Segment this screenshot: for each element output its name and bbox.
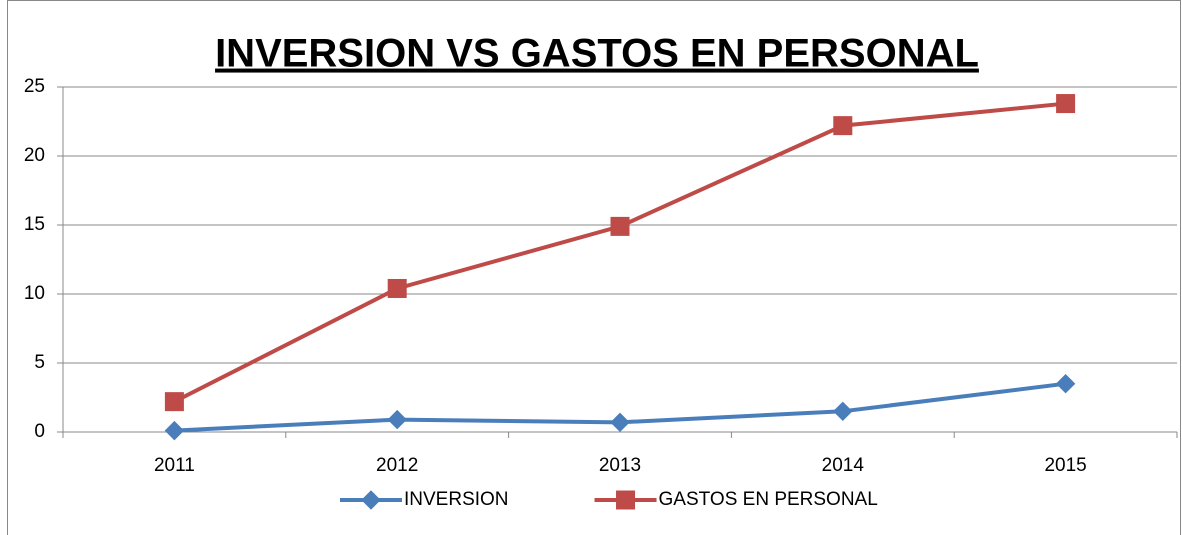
marker [387, 278, 407, 298]
chart-frame [7, 0, 1181, 535]
marker [164, 392, 184, 412]
y-tick-label: 20 [24, 145, 45, 166]
x-tick-label: 2015 [1044, 455, 1086, 476]
y-tick-label: 15 [24, 214, 45, 235]
marker [1055, 373, 1076, 394]
x-tick-label: 2013 [599, 455, 641, 476]
legend-label: INVERSION [404, 489, 509, 510]
y-tick-label: 0 [34, 421, 45, 442]
y-tick-label: 5 [34, 352, 45, 373]
chart-title: INVERSION VS GASTOS EN PERSONAL [215, 32, 979, 76]
marker [833, 116, 853, 136]
x-tick-label: 2014 [822, 455, 865, 476]
y-tick-label: 10 [24, 283, 45, 304]
marker [833, 401, 853, 422]
marker [387, 409, 407, 430]
marker [610, 216, 630, 236]
marker [1056, 94, 1076, 114]
legend-label: GASTOS EN PERSONAL [659, 489, 878, 510]
y-tick-label: 25 [24, 76, 45, 97]
x-tick-label: 2012 [376, 455, 418, 476]
marker [164, 420, 185, 441]
marker [616, 490, 636, 510]
marker [361, 490, 381, 510]
marker [610, 412, 630, 433]
x-tick-label: 2011 [154, 455, 195, 476]
